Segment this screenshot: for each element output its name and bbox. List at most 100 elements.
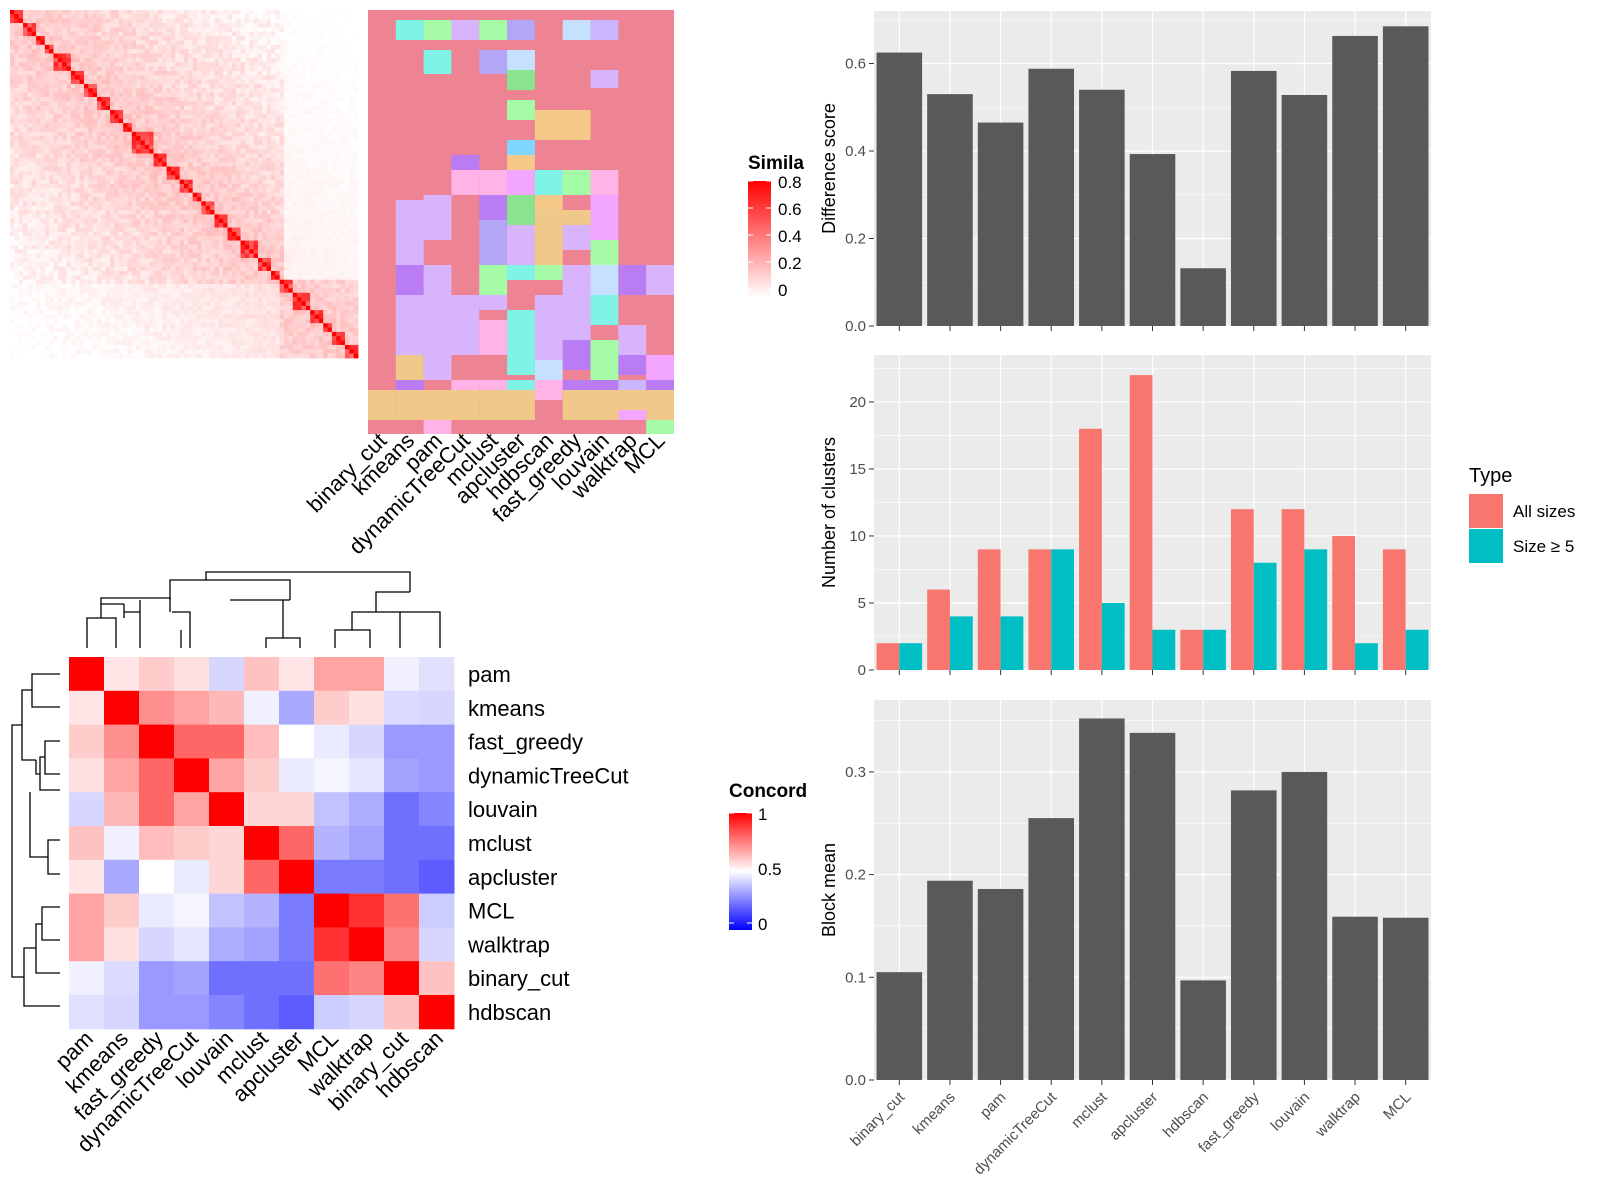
similarity-cell [318,114,324,120]
similarity-cell [88,40,94,46]
similarity-cell [153,114,159,120]
similarity-cell [340,57,346,63]
similarity-cell [110,36,115,41]
similarity-cell [249,114,254,120]
similarity-cell [97,62,102,67]
similarity-cell [18,223,24,228]
similarity-cell [218,92,224,98]
similarity-cell [36,110,41,115]
similarity-cell [288,157,294,163]
similarity-cell [223,257,228,263]
similarity-cell [66,271,72,276]
similarity-cell [131,144,137,150]
similarity-cell [301,253,307,259]
similarity-cell [36,123,41,128]
similarity-cell [153,97,159,102]
similarity-cell [153,44,159,50]
similarity-cell [201,175,207,181]
similarity-cell [70,105,76,111]
similarity-cell [83,44,89,50]
similarity-cell [44,236,50,241]
similarity-cell [318,184,324,189]
similarity-cell [153,205,159,211]
similarity-cell [49,14,54,20]
similarity-cell [114,97,120,102]
similarity-cell [170,192,176,198]
similarity-cell [140,188,146,194]
similarity-cell [118,75,124,80]
similarity-cell [170,14,176,20]
similarity-cell [323,262,328,268]
similarity-cell [149,14,154,20]
similarity-cell [70,14,76,20]
similarity-cell [110,40,115,46]
similarity-cell [344,23,350,28]
similarity-cell [157,92,163,98]
similarity-cell [118,227,124,233]
similarity-cell [179,275,185,281]
similarity-cell [97,157,102,163]
similarity-cell [110,49,115,54]
similarity-cell [353,192,359,198]
similarity-cell [231,188,237,194]
similarity-cell [40,31,46,37]
similarity-cell [166,227,172,233]
similarity-cell [36,157,41,163]
similarity-cell [179,114,185,120]
similarity-cell [340,70,346,76]
similarity-cell [292,157,298,163]
similarity-cell [244,244,250,250]
similarity-cell [210,27,215,33]
similarity-cell [340,75,346,80]
similarity-cell [231,240,237,246]
similarity-cell [327,175,333,181]
similarity-cell [162,105,167,111]
similarity-cell [144,70,150,76]
similarity-cell [23,97,28,102]
similarity-cell [336,83,341,89]
similarity-cell [214,27,220,33]
similarity-cell [97,249,102,254]
similarity-cell [136,118,141,124]
similarity-cell [184,236,189,241]
similarity-cell [266,140,272,146]
similarity-cell [49,118,54,124]
similarity-cell [66,75,72,80]
similarity-cell [227,105,233,111]
similarity-cell [97,240,102,246]
similarity-cell [92,114,98,120]
similarity-cell [88,36,94,41]
similarity-cell [240,118,246,124]
similarity-cell [131,188,137,194]
similarity-cell [101,218,107,224]
similarity-cell [227,83,233,89]
similarity-cell [214,201,220,207]
similarity-cell [18,97,24,102]
similarity-cell [223,157,228,163]
similarity-cell [344,271,350,276]
similarity-cell [57,44,63,50]
similarity-cell [40,253,46,259]
similarity-cell [10,144,15,150]
similarity-cell [92,240,98,246]
similarity-cell [327,10,333,15]
similarity-cell [92,170,98,176]
similarity-cell [244,123,250,128]
similarity-cell [336,175,341,181]
similarity-cell [97,36,102,41]
similarity-cell [179,257,185,263]
similarity-cell [131,201,137,207]
similarity-cell [349,10,355,15]
similarity-cell [318,140,324,146]
similarity-cell [162,144,167,150]
similarity-cell [336,23,341,28]
similarity-cell [162,240,167,246]
similarity-cell [210,149,215,154]
similarity-cell [218,114,224,120]
similarity-cell [214,79,220,85]
similarity-cell [179,110,185,115]
similarity-cell [223,127,228,133]
similarity-cell [44,227,50,233]
similarity-cell [70,110,76,115]
similarity-cell [136,205,141,211]
